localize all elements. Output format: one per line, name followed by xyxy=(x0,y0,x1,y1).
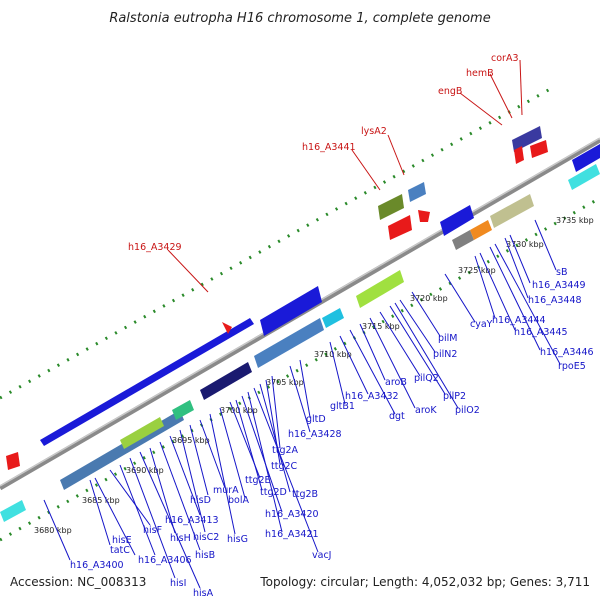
red-gene-label: hemB xyxy=(466,68,494,79)
gene-label: h16_A3449 xyxy=(532,280,586,291)
red-gene-arrow xyxy=(418,210,430,222)
gene-label: ttg2C xyxy=(271,461,298,472)
accession-text: Accession: NC_008313 xyxy=(10,575,146,589)
red-gene-labels: h16_A3429 h16_A3441 lysA2 engB hemB corA… xyxy=(128,53,518,253)
scale-tick-3690: 3690 kbp xyxy=(126,466,164,475)
red-gene-arrow xyxy=(530,140,548,158)
gene-label: gltD xyxy=(306,414,326,425)
gene-arrow xyxy=(440,205,474,236)
red-gene-label: h16_A3441 xyxy=(302,142,356,153)
scale-tick-3695: 3695 kbp xyxy=(172,436,210,445)
scale-tick-3705: 3705 kbp xyxy=(266,378,304,387)
gene-label: vacJ xyxy=(312,550,331,561)
red-gene-arrow xyxy=(514,146,524,164)
gene-label: ttg2D xyxy=(260,487,287,498)
gene-label: hisH xyxy=(170,533,191,544)
gene-label: hisF xyxy=(143,525,162,536)
gene-label: pilP2 xyxy=(443,391,466,402)
scale-tick-3735: 3735 kbp xyxy=(556,216,594,225)
scale-tick-3725: 3725 kbp xyxy=(458,266,496,275)
gene-label: bolA xyxy=(228,495,249,506)
gene-label: hisB xyxy=(195,550,215,561)
scale-tick-3730: 3730 kbp xyxy=(506,240,544,249)
gene-label: cyaY xyxy=(470,319,493,330)
gene-block xyxy=(322,308,344,328)
gene-label: h16_A3446 xyxy=(540,347,594,358)
gene-label: murA xyxy=(213,485,239,496)
red-leader-lines xyxy=(167,59,523,293)
scale-tick-3720: 3720 kbp xyxy=(410,294,448,303)
red-gene-label: engB xyxy=(438,86,462,97)
gene-label: h16_A3420 xyxy=(265,509,319,520)
scale-tick-3680: 3680 kbp xyxy=(34,526,72,535)
gene-arrow xyxy=(572,144,600,172)
gene-block xyxy=(452,230,474,250)
gene-block xyxy=(200,362,252,400)
forward-gene-band xyxy=(40,318,254,446)
gene-label: sB xyxy=(556,267,567,278)
blue-gene-labels: h16_A3400 tatC hisE hisF h16_A3406 hisI … xyxy=(70,267,594,599)
gene-block xyxy=(568,164,600,190)
gene-block xyxy=(0,500,26,522)
gene-arrow xyxy=(260,286,322,336)
scale-ticks: 3680 kbp 3685 kbp 3690 kbp 3695 kbp 3700… xyxy=(34,216,594,535)
red-gene-arrow xyxy=(388,215,412,240)
gene-label: hisI xyxy=(170,578,186,589)
scale-tick-3685: 3685 kbp xyxy=(82,496,120,505)
gene-label: h16_A3400 xyxy=(70,560,124,571)
gene-label: h16_A3432 xyxy=(345,391,399,402)
gene-label: aroB xyxy=(385,377,407,388)
forward-strand-genes xyxy=(40,126,600,446)
gene-arrow xyxy=(512,126,542,152)
gene-block xyxy=(378,194,404,220)
gene-label: pilO2 xyxy=(455,405,480,416)
gene-label: h16_A3421 xyxy=(265,529,319,540)
gene-block xyxy=(172,400,194,420)
gene-label: ttg2B xyxy=(292,489,318,500)
gene-label: hisA xyxy=(193,588,214,599)
map-title: Ralstonia eutropha H16 chromosome 1, com… xyxy=(109,11,490,26)
gene-label: hisC2 xyxy=(193,532,219,543)
gene-label: aroK xyxy=(415,405,437,416)
gene-block xyxy=(408,182,426,202)
gene-label: h16_A3428 xyxy=(288,429,342,440)
gene-label: h16_A3445 xyxy=(514,327,568,338)
gene-block xyxy=(470,220,492,240)
gene-label: ttg2A xyxy=(272,445,299,456)
gene-label: h16_A3406 xyxy=(138,555,192,566)
genome-stats-text: Topology: circular; Length: 4,052,032 bp… xyxy=(259,575,590,589)
gene-label: hisE xyxy=(112,535,132,546)
gene-label: h16_A3413 xyxy=(165,515,219,526)
blue-leader-lines xyxy=(43,219,561,589)
red-gene-label: h16_A3429 xyxy=(128,242,182,253)
gene-label: pilQ2 xyxy=(414,373,439,384)
gene-label: h16_A3448 xyxy=(528,295,582,306)
gene-label: hisG xyxy=(227,534,248,545)
gene-block xyxy=(254,318,324,368)
gene-label: tatC xyxy=(110,545,130,556)
gene-label: h16_A3444 xyxy=(492,315,546,326)
gene-label: dgt xyxy=(389,411,405,422)
gene-label: pilN2 xyxy=(433,349,457,360)
gene-label: ttg2E xyxy=(245,475,271,486)
red-gene-label: lysA2 xyxy=(361,126,387,137)
gene-block xyxy=(490,194,534,228)
red-genes xyxy=(6,140,548,470)
gene-block xyxy=(356,270,404,308)
gene-label: gltB1 xyxy=(330,401,355,412)
gene-label: hisD xyxy=(190,495,211,506)
red-gene-arrow xyxy=(222,322,232,334)
red-gene-arrow xyxy=(6,452,20,470)
reverse-strand-genes xyxy=(0,164,600,522)
scale-tick-3715: 3715 kbp xyxy=(362,322,400,331)
gene-label: pilM xyxy=(438,333,458,344)
gene-label: rpoE5 xyxy=(558,361,586,372)
gene-block xyxy=(120,417,164,449)
red-gene-label: corA3 xyxy=(491,53,518,64)
